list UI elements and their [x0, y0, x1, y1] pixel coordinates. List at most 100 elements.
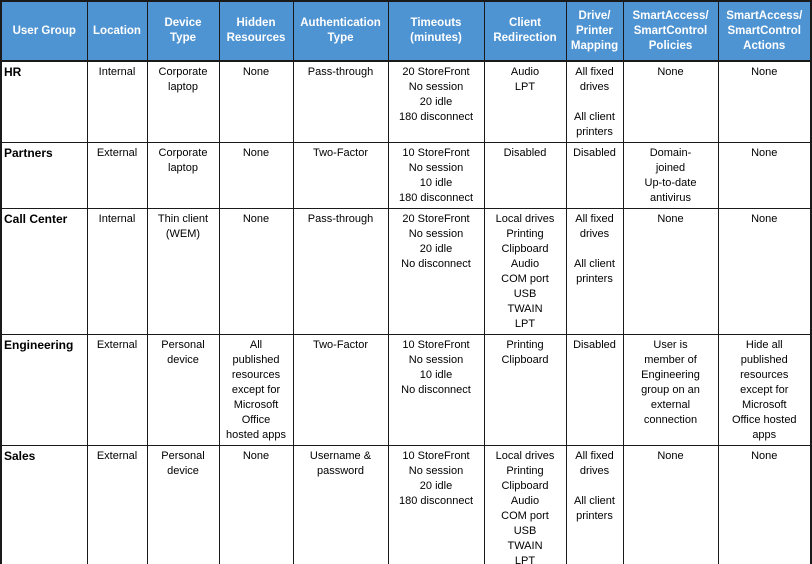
- row-label: Partners: [0, 142, 88, 209]
- table-cell: All published resources except for Microsoft…: [218, 334, 294, 446]
- cell-line: Drive/: [578, 9, 611, 22]
- cell-line: except for: [231, 384, 281, 396]
- table-cell: Disabled: [565, 142, 624, 209]
- cell-line: Timeouts: [410, 17, 462, 29]
- table-row: Engineering External Personal device All publ…: [0, 334, 812, 446]
- cell-line: Printing: [506, 465, 544, 477]
- table-cell: All fixed drives All client printers: [565, 60, 624, 143]
- cell-line: Type: [327, 32, 354, 44]
- table-cell: Two-Factor: [292, 142, 389, 209]
- cell-line: Location: [93, 24, 141, 37]
- table-cell: Hide all published resources except for Micr…: [717, 334, 812, 446]
- column-header: Location: [86, 0, 148, 62]
- table-cell: Personal device: [146, 445, 220, 564]
- cell-line: 10 idle: [419, 177, 453, 189]
- cell-line: (minutes): [410, 32, 462, 44]
- column-header: Device Type: [146, 0, 220, 62]
- cell-line: 10 StoreFront: [402, 147, 470, 159]
- cell-line: Two-Factor: [312, 339, 368, 351]
- table-cell: Internal: [86, 208, 148, 335]
- table-cell: 10 StoreFront No session 10 idle 180 discon…: [387, 142, 485, 209]
- column-header: Drive/Printer Mapping: [565, 0, 624, 62]
- cell-line: COM port: [501, 273, 549, 285]
- cell-line: hosted apps: [226, 429, 286, 441]
- cell-line: device: [167, 465, 199, 477]
- cell-line: 180 disconnect: [399, 111, 473, 123]
- cell-line: printers: [576, 126, 613, 138]
- cell-line: resources: [231, 369, 281, 381]
- cell-line: 20 idle: [419, 480, 453, 492]
- cell-line: laptop: [168, 81, 198, 93]
- cell-line: 10 idle: [419, 369, 453, 381]
- column-header: User Group: [0, 0, 88, 62]
- cell-line: Username &: [309, 450, 372, 462]
- cell-line: Up-to-date: [644, 177, 697, 189]
- cell-line: (WEM): [165, 228, 201, 240]
- row-label: Engineering: [0, 334, 88, 446]
- table-cell: All fixed drives All client printers: [565, 445, 624, 564]
- table-cell: None: [717, 142, 812, 209]
- table-row: Partners External Corporate laptop None Two-F…: [0, 142, 812, 209]
- cell-line: Pass-through: [307, 213, 374, 225]
- table-cell: Pass-through: [292, 60, 389, 143]
- cell-line: USB: [513, 288, 537, 300]
- column-header: Client Redirection: [483, 0, 567, 62]
- cell-line: No disconnect: [401, 384, 471, 396]
- cell-line: Pass-through: [307, 66, 374, 78]
- cell-line: External: [96, 147, 138, 159]
- cell-line: TWAIN: [507, 540, 543, 552]
- cell-line: No session: [408, 81, 464, 93]
- table-cell: None: [717, 60, 812, 143]
- cell-line: 180 disconnect: [399, 495, 473, 507]
- cell-line: Domain-: [649, 147, 692, 159]
- cell-line: [568, 242, 622, 257]
- cell-line: None: [751, 213, 778, 225]
- cell-line: All fixed: [575, 450, 614, 462]
- cell-line: Office: [241, 414, 271, 426]
- cell-line: Disabled: [573, 339, 616, 351]
- cell-line: [568, 479, 622, 494]
- cell-line: laptop: [168, 162, 198, 174]
- table-body: HR Internal Corporate laptop None Pass-throug…: [0, 60, 812, 564]
- table-cell: None: [622, 60, 719, 143]
- cell-line: Device: [164, 17, 202, 29]
- cell-line: All fixed: [575, 66, 614, 78]
- cell-line: Two-Factor: [312, 147, 368, 159]
- cell-line: published: [740, 354, 788, 366]
- cell-line: No session: [408, 465, 464, 477]
- cell-line: Microsoft: [233, 399, 279, 411]
- cell-line: SmartAccess/: [632, 9, 709, 22]
- cell-line: Authentication: [300, 17, 381, 29]
- cell-line: Clipboard: [501, 243, 549, 255]
- table-row: HR Internal Corporate laptop None Pass-throug…: [0, 60, 812, 143]
- cell-line: LPT: [514, 318, 536, 330]
- cell-line: No disconnect: [401, 258, 471, 270]
- column-header: SmartAccess/SmartControl Policies: [622, 0, 719, 62]
- cell-line: printers: [576, 510, 613, 522]
- cell-line: Redirection: [493, 32, 557, 44]
- cell-line: All client: [574, 258, 615, 270]
- cell-line: password: [316, 465, 365, 477]
- cell-line: Disabled: [573, 147, 616, 159]
- cell-line: antivirus: [650, 192, 691, 204]
- table-cell: None: [218, 208, 294, 335]
- cell-line: external: [650, 399, 691, 411]
- cell-line: except for: [740, 384, 789, 396]
- cell-line: No session: [408, 354, 464, 366]
- cell-line: member of: [644, 354, 697, 366]
- cell-line: Mapping: [570, 39, 619, 52]
- cell-line: Disabled: [503, 147, 547, 159]
- cell-line: All: [249, 339, 263, 351]
- table-cell: None: [218, 142, 294, 209]
- table-cell: Disabled: [565, 334, 624, 446]
- column-header: Authentication Type: [292, 0, 389, 62]
- cell-line: published: [232, 354, 280, 366]
- cell-line: SmartControl: [727, 24, 801, 37]
- cell-line: None: [657, 66, 684, 78]
- cell-line: Client: [509, 17, 541, 29]
- cell-line: 10 StoreFront: [402, 339, 470, 351]
- table-cell: 20 StoreFront No session 20 idle 180 discon…: [387, 60, 485, 143]
- table-cell: None: [717, 445, 812, 564]
- table-cell: Pass-through: [292, 208, 389, 335]
